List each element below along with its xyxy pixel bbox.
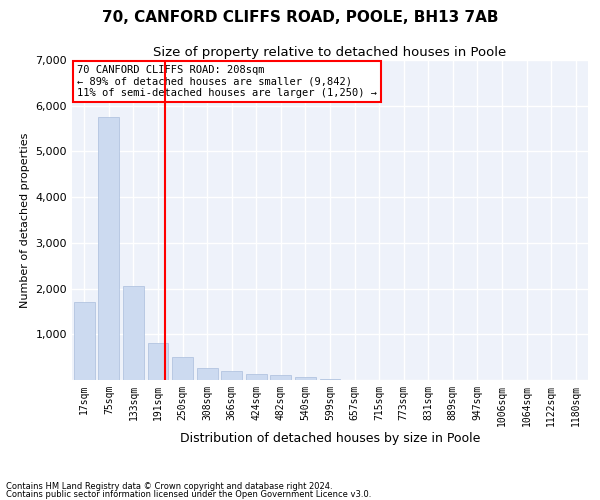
Text: 70, CANFORD CLIFFS ROAD, POOLE, BH13 7AB: 70, CANFORD CLIFFS ROAD, POOLE, BH13 7AB — [102, 10, 498, 25]
Bar — [172, 357, 193, 380]
Bar — [246, 374, 267, 380]
Bar — [197, 368, 218, 380]
Text: 70 CANFORD CLIFFS ROAD: 208sqm
← 89% of detached houses are smaller (9,842)
11% : 70 CANFORD CLIFFS ROAD: 208sqm ← 89% of … — [77, 65, 377, 98]
Bar — [74, 302, 95, 380]
Title: Size of property relative to detached houses in Poole: Size of property relative to detached ho… — [154, 46, 506, 59]
Bar — [295, 378, 316, 380]
Bar — [98, 117, 119, 380]
Bar — [221, 372, 242, 380]
Text: Contains HM Land Registry data © Crown copyright and database right 2024.: Contains HM Land Registry data © Crown c… — [6, 482, 332, 491]
Bar — [148, 344, 169, 380]
Bar — [271, 376, 292, 380]
Bar — [123, 286, 144, 380]
X-axis label: Distribution of detached houses by size in Poole: Distribution of detached houses by size … — [180, 432, 480, 444]
Bar — [320, 378, 340, 380]
Y-axis label: Number of detached properties: Number of detached properties — [20, 132, 30, 308]
Text: Contains public sector information licensed under the Open Government Licence v3: Contains public sector information licen… — [6, 490, 371, 499]
